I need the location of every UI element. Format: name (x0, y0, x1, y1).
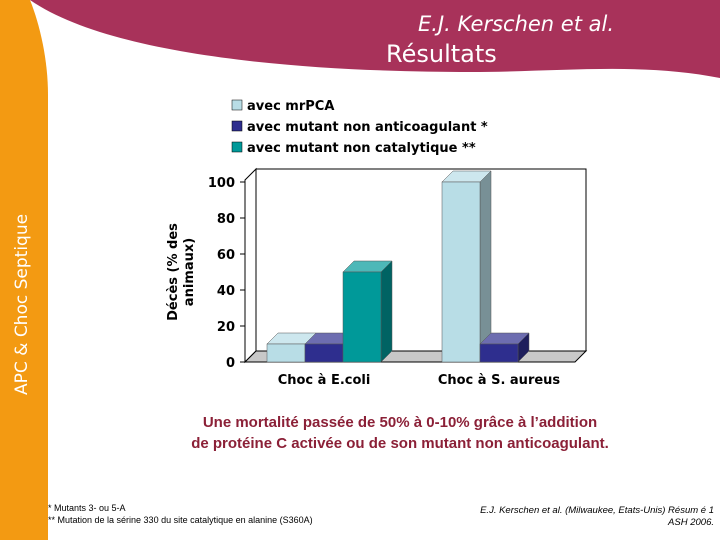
section-title: Résultats (386, 40, 497, 68)
bar-chart: 0 20 40 60 80 100 Décès (% des animaux) Choc à E… (166, 99, 588, 388)
top-banner (0, 0, 720, 78)
x-tick-label: Choc à E.coli (278, 373, 371, 388)
bar (266, 343, 306, 363)
caption-line-2: de protéine C activée ou de son mutant n… (191, 435, 609, 452)
y-tick-label: 0 (226, 356, 235, 371)
y-tick-label: 20 (217, 320, 235, 335)
legend-label: avec mutant non anticoagulant * (247, 120, 488, 135)
left-orange-band (0, 0, 48, 540)
y-tick-label: 60 (217, 248, 235, 263)
legend-swatch (231, 99, 243, 111)
y-tick-label: 100 (208, 176, 235, 191)
vertical-title: APC & Choc Septique (12, 213, 32, 395)
legend-label: avec mrPCA (247, 99, 334, 114)
caption-line-1: Une mortalité passée de 50% à 0-10% grâc… (202, 414, 598, 431)
author-title: E.J. Kerschen et al. (418, 12, 614, 36)
y-tick-label: 40 (217, 284, 235, 299)
reference-line-2: ASH 2006. (668, 517, 714, 528)
y-tick-label: 80 (217, 212, 235, 227)
footnote-1: * Mutants 3- ou 5-A (48, 503, 126, 513)
bar-side (479, 170, 492, 363)
plot-side-wall (244, 167, 257, 364)
bar (441, 181, 481, 363)
x-tick-label: Choc à S. aureus (438, 373, 561, 388)
footnote-2: ** Mutation de la sérine 330 du site cat… (48, 515, 313, 525)
reference-line-1: E.J. Kerschen et al. (Milwaukee, Etats-U… (480, 505, 714, 516)
legend-swatch (231, 141, 243, 153)
plot-back-wall (255, 168, 587, 352)
bar (342, 271, 382, 363)
bar (304, 343, 344, 363)
y-axis-label-line-1: Décès (% des (166, 223, 181, 321)
y-axis-label-line-2: animaux) (182, 238, 197, 306)
bar-side (380, 260, 393, 363)
legend-swatch (231, 120, 243, 132)
bar (479, 343, 519, 363)
legend-label: avec mutant non catalytique ** (247, 141, 476, 156)
